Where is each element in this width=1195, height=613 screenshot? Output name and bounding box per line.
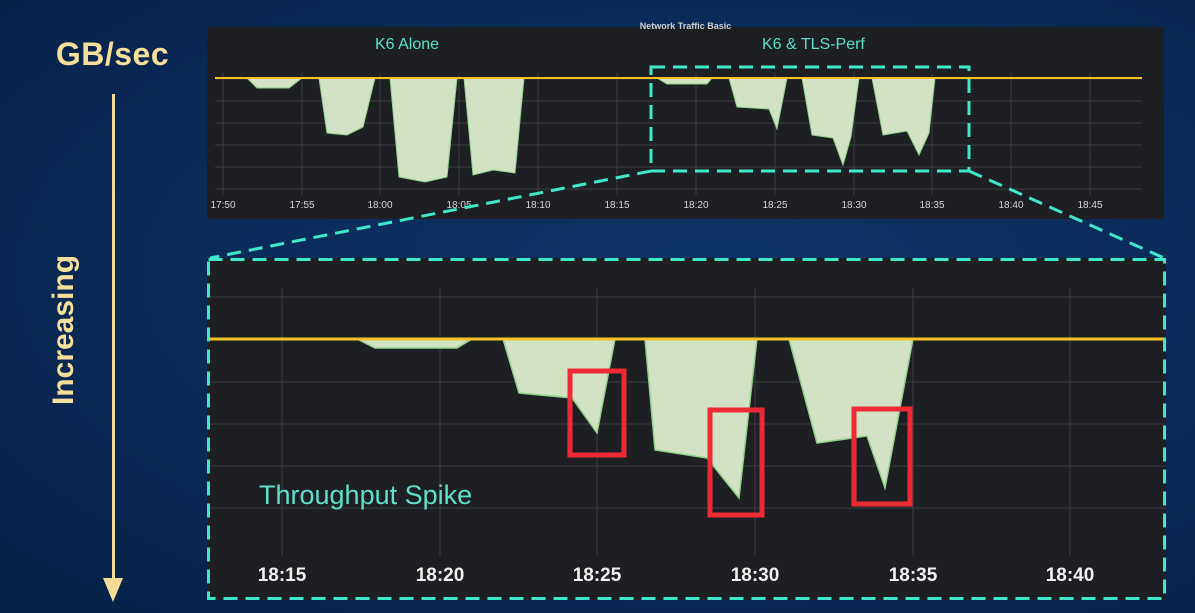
increasing-arrow-line — [112, 94, 115, 582]
overview-chart-title: Network Traffic Basic — [639, 21, 732, 31]
overview-x-tick: 18:10 — [525, 200, 551, 211]
zoomed-x-tick: 18:25 — [572, 565, 622, 586]
zoom-window-box — [649, 65, 971, 173]
overview-x-tick: 18:40 — [998, 200, 1024, 211]
overview-x-tick: 18:00 — [367, 200, 393, 211]
spike-box-1 — [567, 368, 627, 458]
overview-x-tick: 18:35 — [919, 200, 945, 211]
spike-box-3 — [851, 406, 913, 507]
zoomed-x-tick: 18:40 — [1045, 565, 1095, 586]
zoomed-x-tick: 18:35 — [888, 565, 938, 586]
overview-x-tick: 18:45 — [1077, 200, 1103, 211]
zoomed-chart-panel: Throughput Spike 18:15 18:20 18:25 18:30… — [207, 258, 1166, 600]
overview-plot — [215, 65, 1142, 195]
k6-tls-perf-label: K6 & TLS-Perf — [762, 36, 865, 53]
zoomed-x-tick: 18:20 — [415, 565, 465, 586]
overview-x-tick: 18:25 — [762, 200, 788, 211]
zoomed-area-dip-3 — [644, 338, 758, 500]
overview-chart-panel: Network Traffic Basic K6 Alone K6 & TLS-… — [207, 21, 1164, 219]
throughput-spike-label: Throughput Spike — [259, 480, 473, 510]
overview-x-tick: 17:55 — [289, 200, 315, 211]
overview-x-tick: 18:20 — [683, 200, 709, 211]
overview-x-tick: 18:30 — [841, 200, 867, 211]
overview-x-tick: 17:50 — [210, 200, 236, 211]
arrow-down-icon — [103, 578, 123, 602]
zoomed-x-tick: 18:30 — [730, 565, 780, 586]
unit-label: GB/sec — [55, 36, 170, 72]
overview-x-tick: 18:15 — [604, 200, 630, 211]
zoomed-border — [207, 258, 1166, 600]
spike-box-2 — [707, 407, 765, 518]
zoomed-plot — [207, 258, 1166, 600]
k6-alone-label: K6 Alone — [375, 36, 440, 53]
overview-x-tick: 18:05 — [446, 200, 472, 211]
zoomed-x-tick: 18:15 — [257, 565, 307, 586]
zoomed-area-dip-2 — [501, 338, 616, 435]
